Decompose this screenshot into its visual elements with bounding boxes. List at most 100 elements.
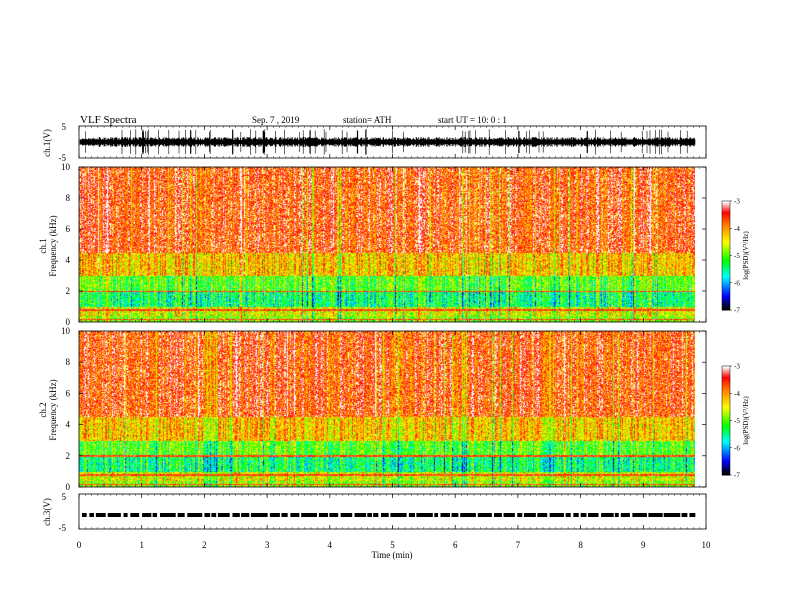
ch2-spectrogram-image <box>79 331 695 487</box>
colorbar-segment <box>722 422 730 425</box>
colorbar-tick-label: -7 <box>734 472 740 480</box>
colorbar-segment <box>722 416 730 420</box>
colorbar-segment <box>722 467 730 471</box>
colorbar-segment <box>722 429 730 432</box>
colorbar-segment <box>722 458 730 461</box>
colorbar-segment <box>722 385 730 389</box>
colorbar-segment <box>722 471 730 474</box>
colorbar-segment <box>722 264 730 267</box>
x-tick-label: 0 <box>77 540 82 550</box>
ch3-waveform-segment <box>89 513 94 517</box>
y-tick-label: 2 <box>66 451 71 461</box>
colorbar-segment <box>722 306 730 309</box>
colorbar-segment <box>722 233 730 237</box>
colorbar-segment <box>722 279 730 282</box>
colorbar-label: log(PSD)(V²/Hz) <box>742 231 750 280</box>
ch3-waveform-segment <box>301 513 317 517</box>
colorbar-segment <box>722 270 730 273</box>
ch3-waveform-segment <box>537 513 548 517</box>
ch3-waveform-segment <box>390 513 407 517</box>
ch3-waveform-segment <box>620 513 630 517</box>
colorbar-segment <box>722 302 730 306</box>
ch2-channel-label: ch.2 <box>38 402 48 417</box>
colorbar-segment <box>722 373 730 376</box>
colorbar-segment <box>722 240 730 244</box>
figure-title: VLF Spectra <box>80 114 137 126</box>
colorbar-segment <box>722 230 730 233</box>
date-label: Sep. 7 , 2019 <box>252 115 300 125</box>
ch3-waveform-segment <box>373 513 379 517</box>
ch2-freq-ylabel: Frequency (kHz) <box>48 379 58 440</box>
colorbar-segment <box>722 473 730 476</box>
station-label: station= ATH <box>343 115 392 125</box>
y-tick-label: 8 <box>66 357 71 367</box>
colorbar-segment <box>722 208 730 211</box>
ch3-waveform-segment <box>416 513 433 517</box>
ch1-spectrogram-image <box>79 167 695 322</box>
ch3-waveform-segment <box>204 513 211 517</box>
colorbar-segment <box>722 413 730 416</box>
colorbar-segment <box>722 235 730 238</box>
ch1-waveform-trace <box>79 129 696 155</box>
ch3-waveform-segment <box>318 513 329 517</box>
colorbar-segment <box>722 444 730 447</box>
ch3-waveform-segment <box>451 513 459 517</box>
colorbar-segment <box>722 257 730 260</box>
y-tick-label: 8 <box>66 193 71 203</box>
ch3-waveform-segment <box>187 513 203 517</box>
colorbar-segment <box>722 231 730 235</box>
colorbar-segment <box>722 460 730 463</box>
ch3-waveform-segment <box>580 513 587 517</box>
ch3-waveform-frame <box>78 493 707 530</box>
x-tick-label: 6 <box>453 540 458 550</box>
x-axis: 0 1 2 3 4 5 6 7 8 9 10 <box>77 126 711 550</box>
ch3-waveform-segment <box>573 513 579 517</box>
colorbar-segment <box>722 391 730 394</box>
x-tick-label: 7 <box>516 540 521 550</box>
colorbar-segment <box>722 291 730 295</box>
y-tick-label: 0 <box>66 317 71 327</box>
x-tick-label: 5 <box>390 540 395 550</box>
colorbar-segment <box>722 246 730 249</box>
colorbar-segment <box>722 284 730 287</box>
colorbar-segment <box>722 282 730 286</box>
colorbar-segment <box>722 220 730 224</box>
colorbar-segment <box>722 375 730 378</box>
colorbar-tick-label: -6 <box>734 279 740 287</box>
ch3-waveform-segment <box>152 513 158 517</box>
colorbar-tick-label: -4 <box>734 390 740 398</box>
ch3-waveform-segment <box>648 513 663 517</box>
colorbar-segment <box>722 210 730 213</box>
colorbar-segment <box>722 262 730 266</box>
colorbar-segment <box>722 224 730 227</box>
colorbar-segment <box>722 442 730 445</box>
colorbar-segment <box>722 449 730 452</box>
ch1-waveform-path <box>79 129 696 155</box>
colorbar-segment <box>722 384 730 387</box>
ch3-waveform-segment <box>440 513 451 517</box>
ch3-waveform-segment <box>689 513 696 517</box>
ch3-waveform-segment <box>232 513 240 517</box>
colorbar-segment <box>722 253 730 256</box>
ch2-spectrogram-pixels <box>79 331 695 487</box>
ch3-waveform-segment <box>614 513 619 517</box>
ch3-waveform-segment <box>250 513 268 517</box>
ch2-spectrogram-panel: 0 2 4 6 8 10 ch.2 Frequency (kHz) <box>38 326 707 492</box>
start-time-label: start UT = 10: 0 : 1 <box>438 115 507 125</box>
ch3-waveform-segment <box>434 513 439 517</box>
colorbar-tick-label: -5 <box>734 252 740 260</box>
ch3-ytick-neg5: -5 <box>59 523 67 533</box>
colorbar-segment <box>722 447 730 451</box>
colorbar-segment <box>722 435 730 438</box>
ch1-freq-ylabel: Frequency (kHz) <box>48 215 58 276</box>
colorbar-segment <box>722 237 730 240</box>
colorbar-segment <box>722 380 730 383</box>
x-tick-label: 3 <box>265 540 270 550</box>
ch1-colorbar: -3 -4 -5 -6 -7 log(PSD)(V²/Hz) <box>721 198 750 315</box>
y-tick-label: 6 <box>66 224 71 234</box>
colorbar-segment <box>722 297 730 300</box>
colorbar-segment <box>722 409 730 412</box>
colorbar-segment <box>722 259 730 262</box>
colorbar-segment <box>722 465 730 469</box>
colorbar-segment <box>722 420 730 423</box>
